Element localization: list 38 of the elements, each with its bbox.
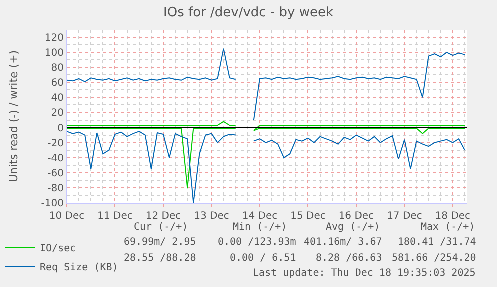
x-tick-label: 11 Dec [98, 211, 133, 222]
y-tick-label: 40 [51, 93, 64, 104]
x-tick-label: 16 Dec [338, 211, 374, 222]
text: 69.99m/ 2.95 [124, 237, 196, 248]
y-tick-label: 60 [51, 78, 64, 90]
text: 8.28 /66.63 [316, 253, 382, 264]
y-tick-label: 120 [44, 33, 64, 44]
text: Cur (-/+) [134, 222, 188, 233]
text: Min (-/+) [233, 222, 288, 233]
y-tick-label: 80 [51, 63, 64, 74]
x-tick-label: 14 Dec [242, 211, 278, 222]
x-tick-label: 12 Dec [146, 211, 182, 222]
text: 0.00 / 6.51 [230, 253, 296, 264]
text: Max (-/+) [421, 222, 476, 233]
x-tick-label: 13 Dec [194, 211, 230, 222]
y-axis-title: Units read (-) / write (+) [8, 50, 20, 182]
text: 401.16m/ 3.67 [304, 237, 382, 248]
x-tick-label: 17 Dec [387, 211, 422, 222]
y-tick-label: 20 [51, 108, 64, 120]
y-tick-label: -100 [41, 198, 64, 210]
text: Last update: Thu Dec 18 19:35:03 2025 [253, 268, 476, 279]
text: 180.41 /31.74 [398, 237, 476, 248]
y-tick-label: -60 [48, 168, 64, 180]
y-tick-label: -40 [48, 153, 64, 164]
x-tick-label: 18 Dec [435, 211, 471, 222]
text: 28.55 /88.28 [124, 253, 196, 264]
legend-label: Req Size (KB) [40, 262, 118, 274]
y-tick-label: 0 [58, 123, 64, 134]
legend-label: IO/sec [40, 243, 76, 254]
text: Avg (-/+) [326, 222, 380, 233]
y-tick-label: 100 [44, 48, 64, 60]
y-tick-label: -80 [48, 183, 64, 194]
text: 581.66 /254.20 [392, 253, 476, 264]
chart-title: IOs for /dev/vdc - by week [164, 6, 334, 21]
text: 0.00 /123.93m [218, 237, 296, 248]
y-tick-label: -20 [48, 138, 64, 150]
x-tick-label: 10 Dec [49, 211, 85, 222]
x-tick-label: 15 Dec [290, 211, 326, 222]
